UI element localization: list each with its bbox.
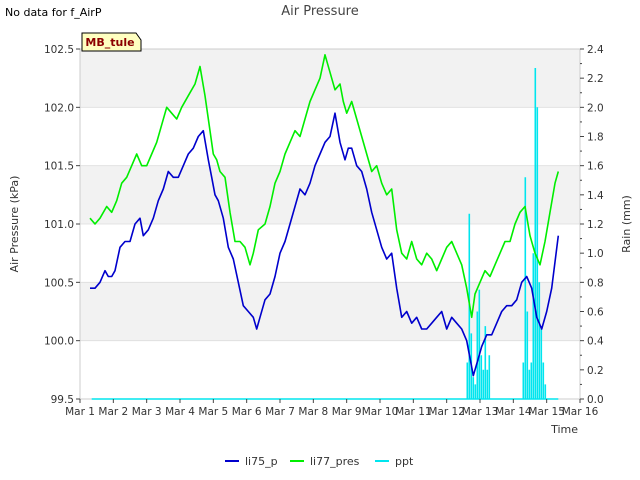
station-badge: MB_tule xyxy=(81,32,142,52)
legend-label-li75_p: li75_p xyxy=(245,455,278,468)
x-tick-label: Mar 11 xyxy=(395,406,432,418)
y2-tick-label: 2.0 xyxy=(587,102,604,114)
y2-tick-label: 0.4 xyxy=(587,336,604,348)
y2-tick-label: 0.8 xyxy=(587,277,604,289)
y-tick-label: 99.5 xyxy=(51,394,74,406)
x-tick-label: Mar 14 xyxy=(495,406,532,418)
series-li77_pres xyxy=(89,54,560,319)
x-tick-label: Mar 1 xyxy=(65,406,95,418)
x-tick-label: Mar 12 xyxy=(428,406,465,418)
y2-tick-label: 1.6 xyxy=(587,161,604,173)
y-tick-label: 101.5 xyxy=(44,161,74,173)
y2-tick-label: 0.0 xyxy=(587,394,604,406)
band xyxy=(80,49,580,108)
band xyxy=(80,282,580,341)
no-data-notice: No data for f_AirP xyxy=(5,6,102,19)
legend: li75_p li77_pres ppt xyxy=(225,455,414,468)
legend-label-ppt: ppt xyxy=(395,455,414,468)
y-tick-label: 100.5 xyxy=(44,277,74,289)
x-tick-label: Mar 6 xyxy=(232,406,262,418)
x-tick-label: Mar 9 xyxy=(332,406,362,418)
x-tick-label: Mar 7 xyxy=(265,406,295,418)
x-axis-label: Time xyxy=(550,423,578,436)
y2-tick-label: 1.4 xyxy=(587,190,604,202)
y2-tick-label: 2.2 xyxy=(587,73,604,85)
x-tick-label: Mar 2 xyxy=(98,406,128,418)
x-tick-label: Mar 8 xyxy=(298,406,328,418)
y2-axis-label: Rain (mm) xyxy=(620,195,633,253)
station-badge-shape xyxy=(81,32,142,52)
x-tick-label: Mar 10 xyxy=(362,406,399,418)
legend-label-li77_pres: li77_pres xyxy=(310,455,360,468)
y2-tick-label: 0.2 xyxy=(587,365,604,377)
x-tick-label: Mar 15 xyxy=(528,406,565,418)
series-li75_p xyxy=(90,112,560,377)
y-tick-label: 102.5 xyxy=(44,44,74,56)
background-bands xyxy=(80,49,580,341)
y2-tick-label: 1.8 xyxy=(587,132,604,144)
y2-tick-label: 1.2 xyxy=(587,219,604,231)
band xyxy=(80,165,580,224)
y2-tick-label: 1.0 xyxy=(587,248,604,260)
series-ppt xyxy=(91,68,559,400)
x-tick-label: Mar 13 xyxy=(462,406,499,418)
y-tick-label: 100.0 xyxy=(44,336,74,348)
x-tick-label: Mar 16 xyxy=(562,406,599,418)
x-tick-label: Mar 5 xyxy=(198,406,228,418)
y2-tick-label: 0.6 xyxy=(587,307,604,319)
tick-layer: Mar 1 Mar 2 Mar 3 Mar 4 Mar 5 Mar 6 Mar 7 Mar 8… xyxy=(44,44,604,418)
station-badge-label: MB_tule xyxy=(85,36,134,49)
y-tick-label: 102.0 xyxy=(44,102,74,114)
series-layer xyxy=(89,54,560,400)
y-axis-label: Air Pressure (kPa) xyxy=(8,176,21,273)
chart-title: Air Pressure xyxy=(281,4,359,19)
x-tick-label: Mar 3 xyxy=(132,406,162,418)
y2-tick-label: 2.4 xyxy=(587,44,604,56)
y-tick-label: 101.0 xyxy=(44,219,74,231)
x-tick-label: Mar 4 xyxy=(165,406,195,418)
